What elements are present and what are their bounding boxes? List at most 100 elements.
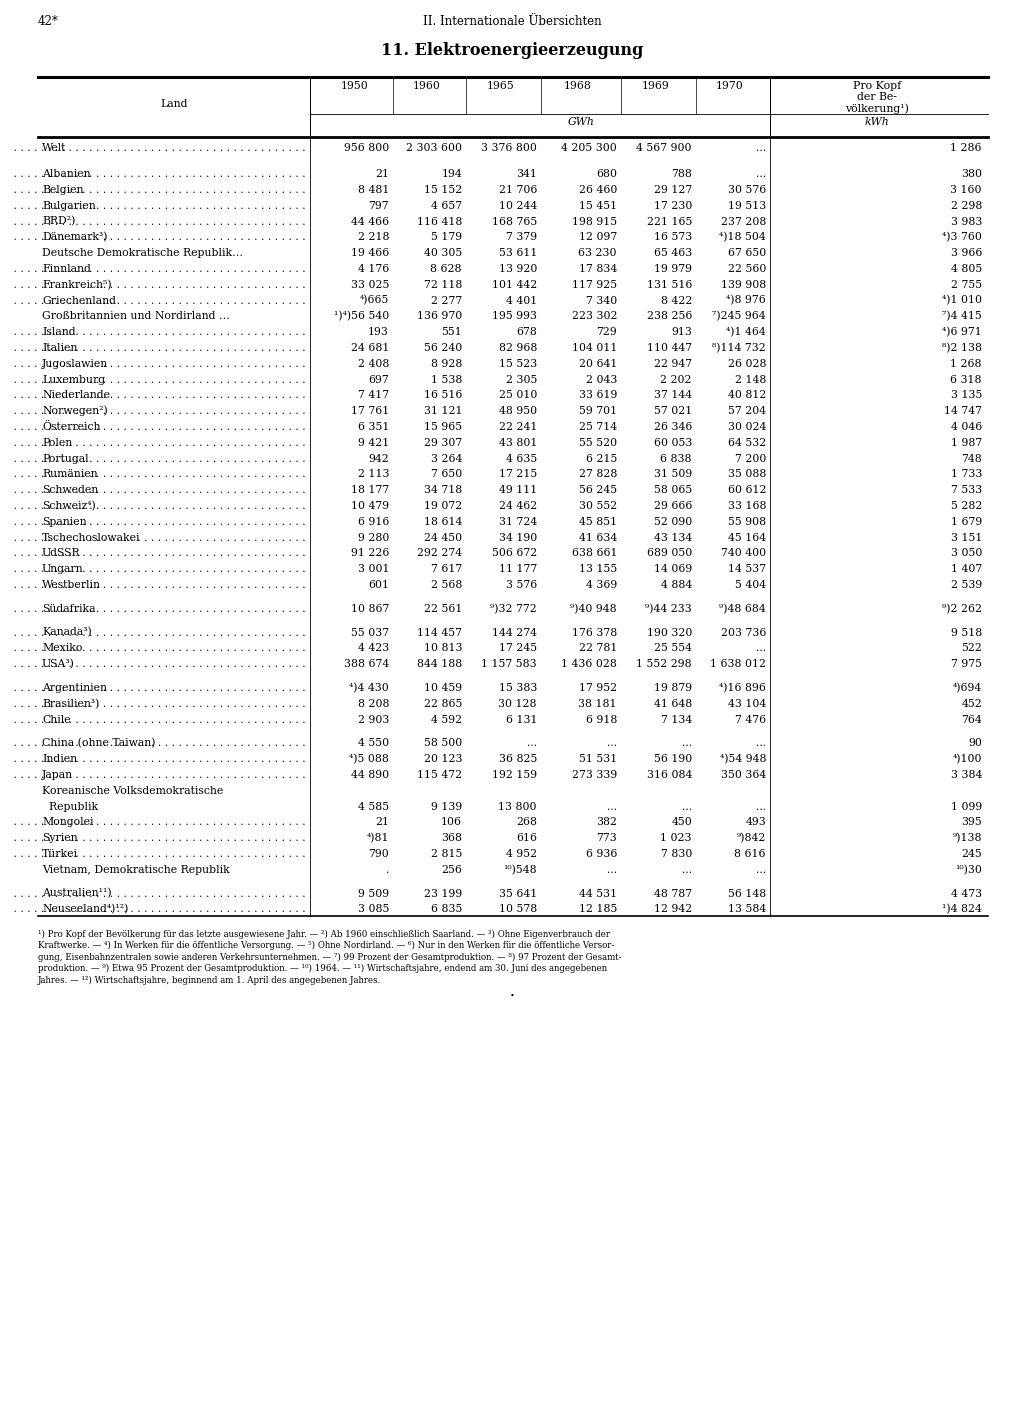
Text: 16 573: 16 573 xyxy=(653,232,692,242)
Text: ⁹)2 262: ⁹)2 262 xyxy=(942,604,982,614)
Text: 193: 193 xyxy=(368,327,389,337)
Text: . . . . . . . . . . . . . . . . . . . . . . . . . . . . . . . . . . . . . . . . : . . . . . . . . . . . . . . . . . . . . … xyxy=(10,170,306,180)
Text: 17 215: 17 215 xyxy=(499,470,537,480)
Text: 21: 21 xyxy=(375,818,389,828)
Text: . . . . . . . . . . . . . . . . . . . . . . . . . . . . . . . . . . . . . . . . : . . . . . . . . . . . . . . . . . . . . … xyxy=(10,715,306,724)
Text: •: • xyxy=(510,992,514,1000)
Text: 1 638 012: 1 638 012 xyxy=(710,659,766,669)
Text: 7 650: 7 650 xyxy=(431,470,462,480)
Text: . . . . . . . . . . . . . . . . . . . . . . . . . . . . . . . . . . . . . . . . : . . . . . . . . . . . . . . . . . . . . … xyxy=(10,201,306,211)
Text: ¹)4 824: ¹)4 824 xyxy=(942,904,982,914)
Text: Bulgarien: Bulgarien xyxy=(42,201,96,211)
Text: 53 611: 53 611 xyxy=(499,248,537,258)
Text: 350 364: 350 364 xyxy=(721,770,766,780)
Text: 116 418: 116 418 xyxy=(417,216,462,226)
Text: ⁸)2 138: ⁸)2 138 xyxy=(942,342,982,354)
Text: 844 188: 844 188 xyxy=(417,659,462,669)
Text: ⁴)3 760: ⁴)3 760 xyxy=(942,232,982,242)
Text: 9 518: 9 518 xyxy=(950,627,982,638)
Text: 3 966: 3 966 xyxy=(950,248,982,258)
Text: 44 890: 44 890 xyxy=(351,770,389,780)
Text: 1970: 1970 xyxy=(716,81,743,91)
Text: 20 641: 20 641 xyxy=(579,359,617,369)
Text: 7 533: 7 533 xyxy=(950,485,982,495)
Text: 192 159: 192 159 xyxy=(492,770,537,780)
Text: 221 165: 221 165 xyxy=(646,216,692,226)
Text: 7 417: 7 417 xyxy=(357,391,389,400)
Text: . . . . . . . . . . . . . . . . . . . . . . . . . . . . . . . . . . . . . . . . : . . . . . . . . . . . . . . . . . . . . … xyxy=(10,644,306,654)
Text: 101 442: 101 442 xyxy=(492,280,537,290)
Text: 506 672: 506 672 xyxy=(492,549,537,559)
Text: 49 111: 49 111 xyxy=(499,485,537,495)
Text: Türkei: Türkei xyxy=(42,849,78,859)
Text: Neuseeland⁴)¹²): Neuseeland⁴)¹²) xyxy=(42,904,128,914)
Text: Albanien: Albanien xyxy=(42,170,91,180)
Text: . . . . . . . . . . . . . . . . . . . . . . . . . . . . . . . . . . . . . . . . : . . . . . . . . . . . . . . . . . . . . … xyxy=(10,532,306,542)
Text: 2 903: 2 903 xyxy=(357,715,389,724)
Text: 29 307: 29 307 xyxy=(424,437,462,447)
Text: 139 908: 139 908 xyxy=(721,280,766,290)
Text: 7 617: 7 617 xyxy=(431,565,462,574)
Text: 35 088: 35 088 xyxy=(728,470,766,480)
Text: 17 230: 17 230 xyxy=(653,201,692,211)
Text: 2 148: 2 148 xyxy=(734,375,766,385)
Text: 4 567 900: 4 567 900 xyxy=(637,143,692,153)
Text: 90: 90 xyxy=(968,739,982,749)
Text: 15 152: 15 152 xyxy=(424,185,462,195)
Text: 4 423: 4 423 xyxy=(357,644,389,654)
Text: 19 513: 19 513 xyxy=(728,201,766,211)
Text: 2 305: 2 305 xyxy=(506,375,537,385)
Text: 131 516: 131 516 xyxy=(646,280,692,290)
Text: ¹⁰)30: ¹⁰)30 xyxy=(955,865,982,874)
Text: 1960: 1960 xyxy=(413,81,441,91)
Text: 57 021: 57 021 xyxy=(653,406,692,416)
Text: 10 578: 10 578 xyxy=(499,904,537,914)
Text: 59 701: 59 701 xyxy=(579,406,617,416)
Text: 115 472: 115 472 xyxy=(417,770,462,780)
Text: 7 134: 7 134 xyxy=(660,715,692,724)
Text: 245: 245 xyxy=(962,849,982,859)
Text: 942: 942 xyxy=(369,454,389,464)
Text: 7 975: 7 975 xyxy=(951,659,982,669)
Text: ⁷)245 964: ⁷)245 964 xyxy=(713,311,766,321)
Text: 144 274: 144 274 xyxy=(492,627,537,638)
Text: 1 552 298: 1 552 298 xyxy=(636,659,692,669)
Text: 60 053: 60 053 xyxy=(653,437,692,447)
Text: ⁴)4 430: ⁴)4 430 xyxy=(349,683,389,693)
Text: 52 090: 52 090 xyxy=(653,516,692,526)
Text: 238 256: 238 256 xyxy=(646,311,692,321)
Text: 29 127: 29 127 xyxy=(653,185,692,195)
Text: 176 378: 176 378 xyxy=(571,627,617,638)
Text: 91 226: 91 226 xyxy=(350,549,389,559)
Text: kWh: kWh xyxy=(864,117,890,127)
Text: 2 043: 2 043 xyxy=(586,375,617,385)
Text: 7 340: 7 340 xyxy=(586,296,617,306)
Text: 2 408: 2 408 xyxy=(357,359,389,369)
Text: gung, Eisenbahnzentralen sowie anderen Verkehrsunternehmen. — ⁷) 99 Prozent der : gung, Eisenbahnzentralen sowie anderen V… xyxy=(38,952,622,962)
Text: 67 650: 67 650 xyxy=(728,248,766,258)
Text: . . . . . . . . . . . . . . . . . . . . . . . . . . . . . . . . . . . . . . . . : . . . . . . . . . . . . . . . . . . . . … xyxy=(10,406,306,416)
Text: 12 097: 12 097 xyxy=(579,232,617,242)
Text: Koreanische Volksdemokratische: Koreanische Volksdemokratische xyxy=(42,785,223,795)
Text: . . . . . . . . . . . . . . . . . . . . . . . . . . . . . . . . . . . . . . . . : . . . . . . . . . . . . . . . . . . . . … xyxy=(10,422,306,432)
Text: . . . . . . . . . . . . . . . . . . . . . . . . . . . . . . . . . . . . . . . . : . . . . . . . . . . . . . . . . . . . . … xyxy=(10,659,306,669)
Text: 136 970: 136 970 xyxy=(417,311,462,321)
Text: 1 679: 1 679 xyxy=(950,516,982,526)
Text: 15 451: 15 451 xyxy=(579,201,617,211)
Text: Japan: Japan xyxy=(42,770,73,780)
Text: 616: 616 xyxy=(516,833,537,843)
Text: 4 046: 4 046 xyxy=(950,422,982,432)
Text: 33 619: 33 619 xyxy=(579,391,617,400)
Text: . . . . . . . . . . . . . . . . . . . . . . . . . . . . . . . . . . . . . . . . : . . . . . . . . . . . . . . . . . . . . … xyxy=(10,516,306,526)
Text: 797: 797 xyxy=(369,201,389,211)
Text: 19 879: 19 879 xyxy=(654,683,692,693)
Text: 30 128: 30 128 xyxy=(499,699,537,709)
Text: 268: 268 xyxy=(516,818,537,828)
Text: . . . . . . . . . . . . . . . . . . . . . . . . . . . . . . . . . . . . . . . . : . . . . . . . . . . . . . . . . . . . . … xyxy=(10,265,306,275)
Text: 3 384: 3 384 xyxy=(950,770,982,780)
Text: 9 139: 9 139 xyxy=(431,801,462,812)
Text: 21: 21 xyxy=(375,170,389,180)
Text: 34 718: 34 718 xyxy=(424,485,462,495)
Text: . . . . . . . . . . . . . . . . . . . . . . . . . . . . . . . . . . . . . . . . : . . . . . . . . . . . . . . . . . . . . … xyxy=(10,470,306,480)
Text: 3 376 800: 3 376 800 xyxy=(481,143,537,153)
